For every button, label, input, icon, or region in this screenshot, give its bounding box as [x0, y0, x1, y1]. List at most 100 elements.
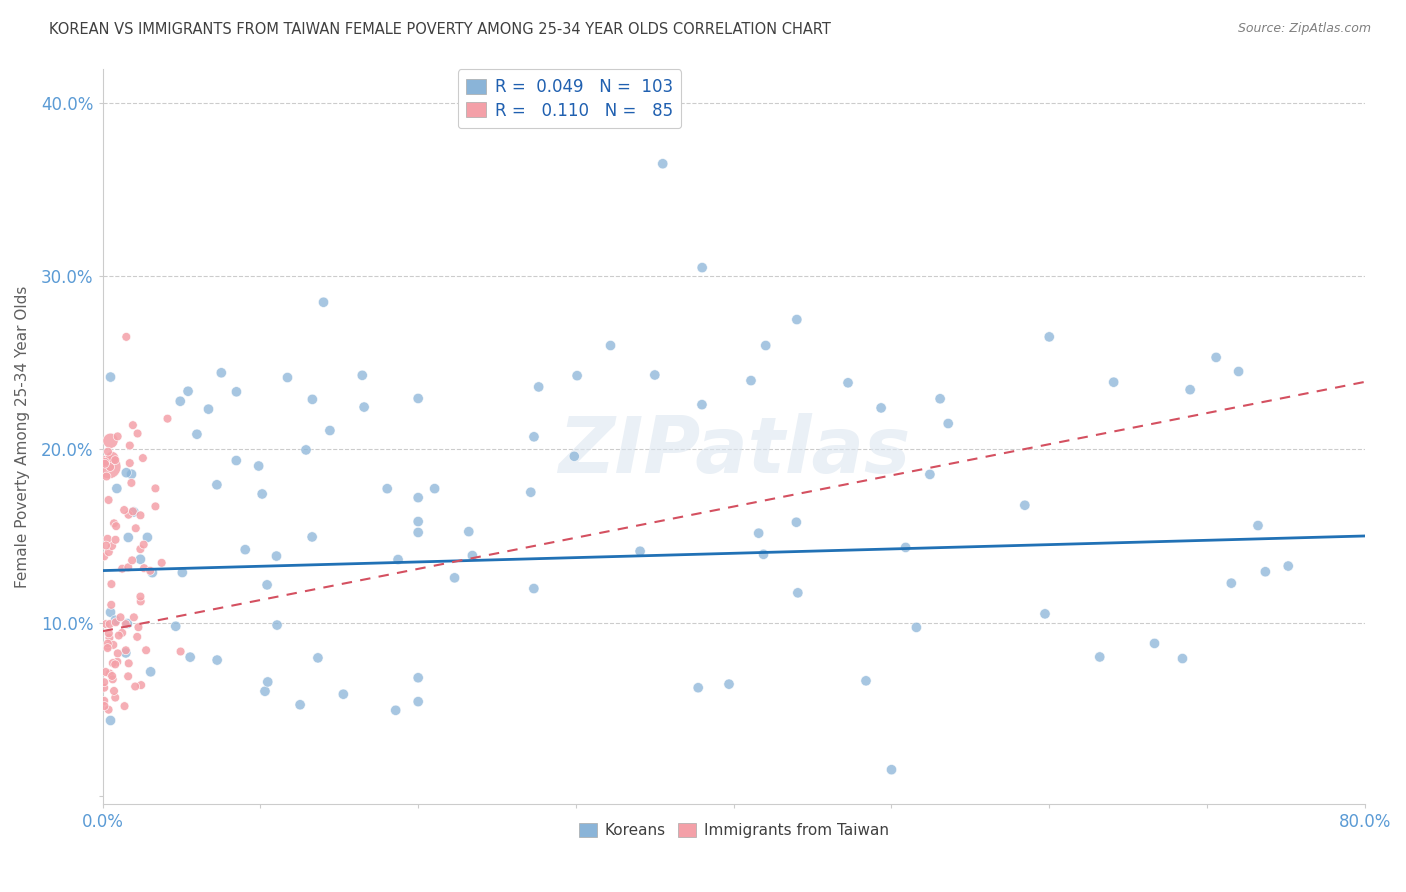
Point [169, 394, 191, 409]
Point [101, 669, 124, 683]
Point [100, 598, 122, 612]
Point [104, 615, 127, 630]
Point [894, 541, 917, 555]
Point [225, 384, 247, 399]
Point [117, 508, 139, 522]
Point [1038, 330, 1060, 344]
Point [97, 532, 120, 546]
Point [387, 552, 409, 566]
Point [103, 638, 125, 652]
Point [443, 571, 465, 585]
Point [107, 646, 129, 660]
Point [111, 625, 134, 640]
Point [1205, 351, 1227, 365]
Point [104, 613, 127, 627]
Y-axis label: Female Poverty Among 25-34 Year Olds: Female Poverty Among 25-34 Year Olds [15, 285, 30, 588]
Point [97, 545, 120, 559]
Point [209, 366, 232, 380]
Point [250, 487, 273, 501]
Point [129, 542, 152, 557]
Point [165, 619, 187, 633]
Point [98, 666, 121, 681]
Point [127, 426, 149, 441]
Point [93, 675, 115, 690]
Point [288, 698, 311, 712]
Point [100, 577, 122, 591]
Point [93, 681, 115, 695]
Point [1171, 651, 1194, 665]
Point [177, 384, 200, 399]
Point [129, 508, 152, 523]
Point [156, 411, 179, 425]
Point [307, 651, 329, 665]
Point [406, 491, 429, 505]
Point [122, 418, 145, 433]
Point [124, 680, 146, 694]
Point [755, 338, 778, 352]
Point [103, 684, 125, 698]
Point [117, 669, 139, 683]
Point [785, 515, 807, 529]
Point [423, 482, 446, 496]
Point [855, 673, 877, 688]
Point [98, 460, 121, 475]
Point [936, 417, 959, 431]
Point [295, 442, 318, 457]
Point [121, 553, 143, 567]
Point [100, 434, 122, 448]
Point [1220, 576, 1243, 591]
Point [186, 427, 208, 442]
Legend: Koreans, Immigrants from Taiwan: Koreans, Immigrants from Taiwan [572, 817, 896, 845]
Point [247, 458, 270, 473]
Point [93, 549, 115, 564]
Point [129, 590, 152, 604]
Point [105, 519, 128, 533]
Point [101, 673, 124, 687]
Point [97, 493, 120, 508]
Point [406, 671, 429, 685]
Point [94, 665, 117, 679]
Point [100, 370, 122, 384]
Point [740, 374, 762, 388]
Point [118, 657, 141, 671]
Point [918, 467, 941, 482]
Point [122, 505, 145, 519]
Point [523, 430, 546, 444]
Point [97, 640, 120, 655]
Point [644, 368, 666, 382]
Point [599, 338, 621, 352]
Point [1033, 607, 1056, 621]
Point [301, 392, 323, 407]
Point [139, 665, 162, 679]
Point [97, 459, 120, 474]
Point [103, 516, 125, 531]
Point [565, 368, 588, 383]
Point [127, 620, 149, 634]
Point [384, 703, 406, 717]
Point [352, 368, 374, 383]
Point [150, 556, 173, 570]
Point [837, 376, 859, 390]
Point [132, 538, 155, 552]
Point [353, 400, 375, 414]
Text: KOREAN VS IMMIGRANTS FROM TAIWAN FEMALE POVERTY AMONG 25-34 YEAR OLDS CORRELATIO: KOREAN VS IMMIGRANTS FROM TAIWAN FEMALE … [49, 22, 831, 37]
Point [1143, 636, 1166, 650]
Point [117, 560, 139, 574]
Point [115, 643, 138, 657]
Point [120, 475, 142, 490]
Point [169, 644, 191, 658]
Point [105, 655, 128, 669]
Point [253, 684, 276, 698]
Point [94, 457, 117, 471]
Point [127, 630, 149, 644]
Point [1102, 375, 1125, 389]
Point [233, 542, 256, 557]
Point [457, 524, 479, 539]
Point [717, 677, 740, 691]
Point [112, 503, 135, 517]
Point [276, 370, 298, 384]
Point [1088, 649, 1111, 664]
Point [870, 401, 893, 415]
Point [651, 157, 673, 171]
Point [301, 530, 323, 544]
